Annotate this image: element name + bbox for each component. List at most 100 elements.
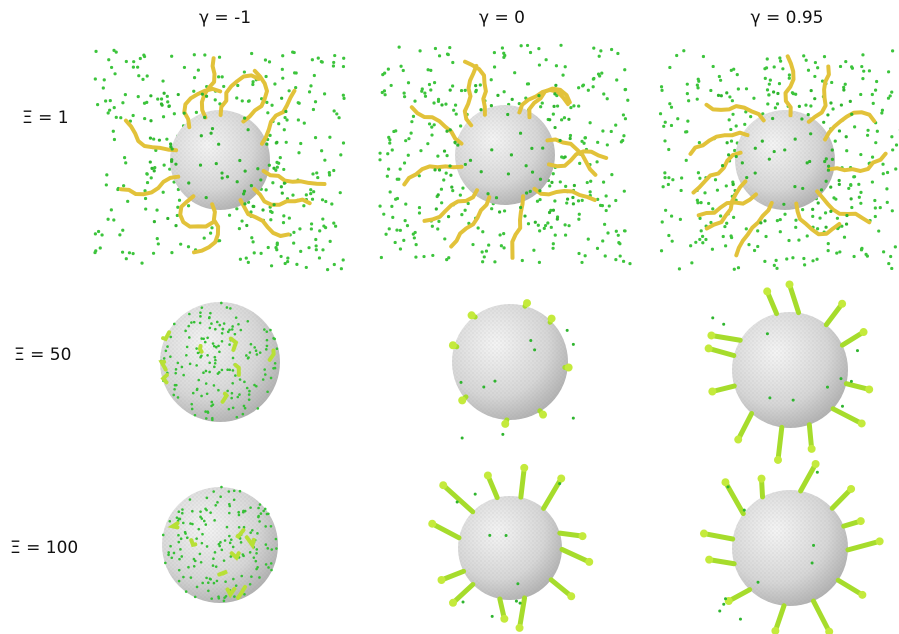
ion [858,196,861,199]
ion [200,517,203,520]
ion [628,262,631,265]
ion [213,366,216,369]
ion [233,489,236,492]
ion [174,163,177,166]
ion [747,243,750,246]
ion [664,121,667,124]
ion [720,94,723,97]
ion [213,519,216,522]
ion [853,125,856,128]
polymer-chain [549,151,606,166]
ion [378,158,381,161]
ion [260,512,263,515]
ion [675,54,678,57]
ion [536,200,539,203]
ion [659,112,662,115]
ion [797,238,800,241]
ion [433,123,436,126]
ion [663,139,666,142]
ion [380,256,383,259]
ion [563,116,566,119]
ion [233,595,236,598]
ion [794,226,797,229]
ion [711,316,714,319]
arm-tip [763,287,771,295]
polymer-chain [809,67,829,122]
ion [176,516,179,519]
ion [217,345,220,348]
ion [515,600,518,603]
ion [181,508,184,511]
arm-tip [705,556,713,564]
arm-tip [565,364,573,372]
ion [578,213,581,216]
ion [334,225,337,228]
polymer-arm [453,584,473,602]
ion [449,128,452,131]
ion [464,163,467,166]
ion [174,224,177,227]
arm-tip [516,624,524,632]
ion [163,92,166,95]
ion [199,356,202,359]
ion [156,237,159,240]
ion [170,251,173,254]
ion [196,389,199,392]
ion [418,211,421,214]
ion [201,542,204,545]
ion [187,245,190,248]
ion [152,137,155,140]
ion [132,114,135,117]
ion [811,562,814,565]
ion [185,354,188,357]
ion [175,368,178,371]
ion [222,85,225,88]
ion [264,508,267,511]
ion [601,204,604,207]
ion [448,46,451,49]
ion [559,44,562,47]
ion [248,99,251,102]
ion [201,93,204,96]
ion [500,244,503,247]
ion [551,247,554,250]
ion [112,130,115,133]
ion [94,77,97,80]
ion [220,486,223,489]
ion [223,559,226,562]
polymer-chain [529,89,570,118]
ion [220,171,223,174]
ion [436,155,439,158]
ion [850,113,853,116]
ion [871,93,874,96]
ion [701,241,704,244]
ion [584,136,587,139]
ion [838,250,841,253]
ion [496,94,499,97]
ion [232,406,235,409]
ion [815,258,818,261]
ion [166,345,169,348]
ion [179,243,182,246]
ion [533,348,536,351]
ion [100,233,103,236]
ion [228,505,231,508]
ion [390,84,393,87]
ion [383,89,386,92]
ion [207,589,210,592]
polymer-chain [404,166,461,184]
ion [826,386,829,389]
ion [553,92,556,95]
ion [294,86,297,89]
ion [603,223,606,226]
ion [737,266,740,269]
ion [731,113,734,116]
ion [548,211,551,214]
ion [886,201,889,204]
ion [887,262,890,265]
ion [328,136,331,139]
ion [874,206,877,209]
ion [701,235,704,238]
arm-tip [812,460,820,468]
ion [252,205,255,208]
